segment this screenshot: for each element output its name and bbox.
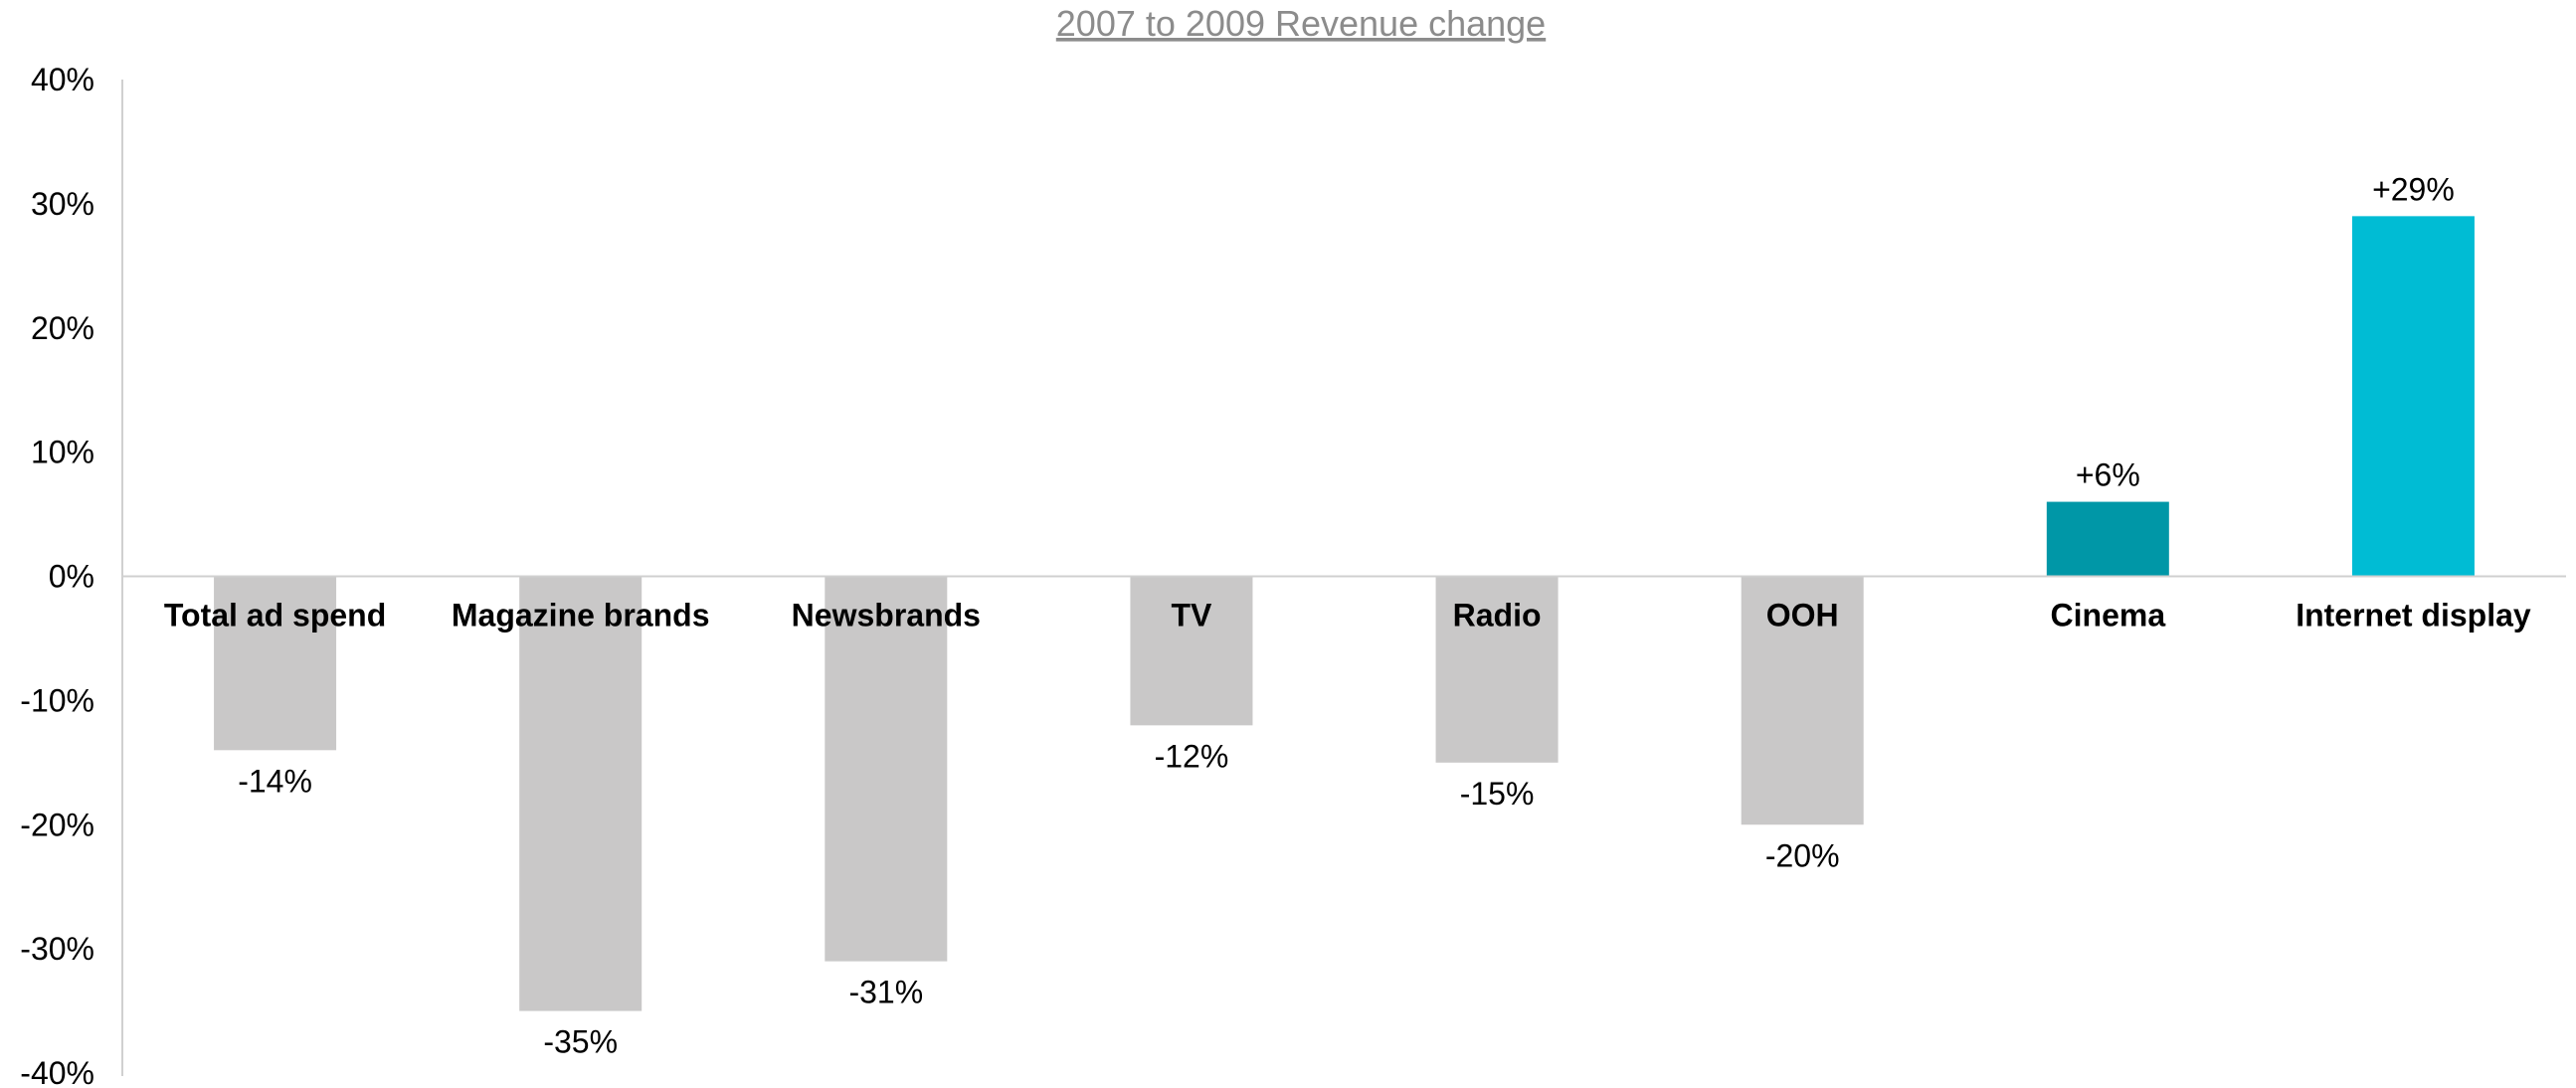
category-label: TV — [1171, 598, 1212, 634]
category-label: OOH — [1766, 598, 1839, 634]
bar — [2046, 501, 2169, 577]
bar — [214, 576, 337, 751]
y-tick-label: 0% — [49, 559, 94, 595]
bar — [2351, 216, 2475, 577]
data-label: -12% — [1155, 738, 1229, 774]
category-label: Total ad spend — [164, 598, 386, 634]
y-tick-label: 40% — [31, 62, 94, 97]
chart-title: 2007 to 2009 Revenue change — [1056, 3, 1546, 44]
y-tick-label: -10% — [20, 682, 94, 718]
category-label: Cinema — [2051, 598, 2166, 634]
data-label: +29% — [2372, 171, 2455, 207]
bar — [1130, 576, 1253, 726]
data-labels: -14% -35% -31% -12% -15% -20% +6% +29% — [238, 171, 2455, 1059]
y-tick-label: -30% — [20, 931, 94, 967]
category-label: Newsbrands — [792, 598, 981, 634]
y-tick-label: 20% — [31, 310, 94, 346]
data-label: -31% — [848, 975, 923, 1010]
y-tick-label: 30% — [31, 186, 94, 222]
category-label: Internet display — [2296, 598, 2531, 634]
data-label: +6% — [2076, 457, 2140, 493]
category-label: Radio — [1453, 598, 1542, 634]
bar — [1741, 576, 1864, 825]
data-label: -20% — [1765, 837, 1840, 873]
y-axis-ticks: 40% 30% 20% 10% 0% -10% -20% -30% -40% — [20, 62, 94, 1088]
bar — [1435, 576, 1559, 763]
bar — [825, 576, 948, 962]
data-label: -15% — [1460, 776, 1535, 812]
y-tick-label: -20% — [20, 807, 94, 842]
category-labels: Total ad spend Magazine brands Newsbrands T… — [164, 598, 2531, 634]
y-tick-label: 10% — [31, 435, 94, 470]
data-label: -14% — [238, 763, 312, 799]
bars-group — [214, 216, 2475, 1011]
bar — [519, 576, 643, 1011]
y-tick-label: -40% — [20, 1055, 94, 1088]
category-label: Magazine brands — [452, 598, 710, 634]
data-label: -35% — [543, 1024, 618, 1060]
